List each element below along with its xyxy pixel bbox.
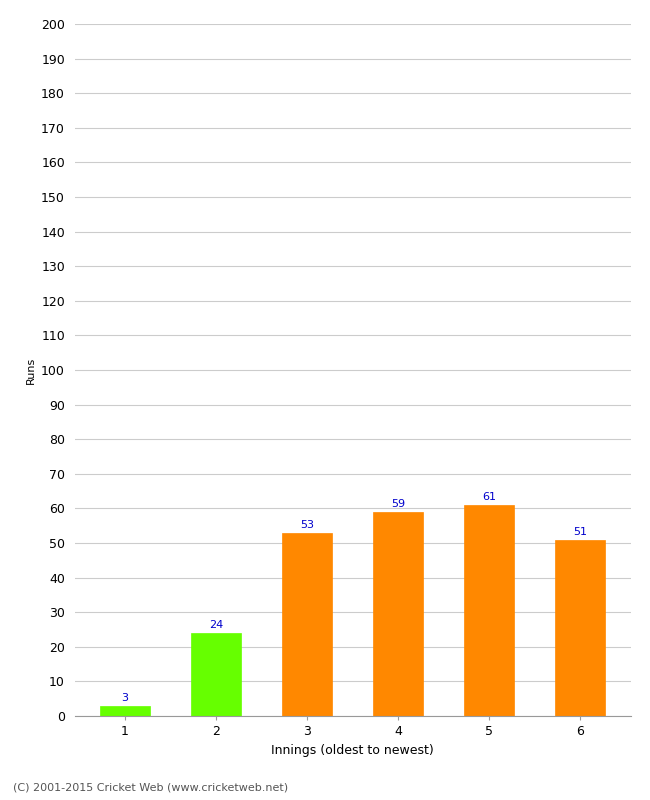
- Text: 59: 59: [391, 499, 405, 509]
- Bar: [555, 539, 605, 716]
- Text: 24: 24: [209, 620, 223, 630]
- Y-axis label: Runs: Runs: [25, 356, 36, 384]
- Bar: [100, 706, 150, 716]
- Bar: [191, 633, 241, 716]
- Bar: [373, 512, 423, 716]
- X-axis label: Innings (oldest to newest): Innings (oldest to newest): [271, 743, 434, 757]
- Text: 3: 3: [122, 693, 129, 703]
- Text: 61: 61: [482, 492, 496, 502]
- Text: (C) 2001-2015 Cricket Web (www.cricketweb.net): (C) 2001-2015 Cricket Web (www.cricketwe…: [13, 782, 288, 792]
- Text: 53: 53: [300, 520, 314, 530]
- Bar: [464, 505, 514, 716]
- Text: 51: 51: [573, 526, 587, 537]
- Bar: [282, 533, 332, 716]
